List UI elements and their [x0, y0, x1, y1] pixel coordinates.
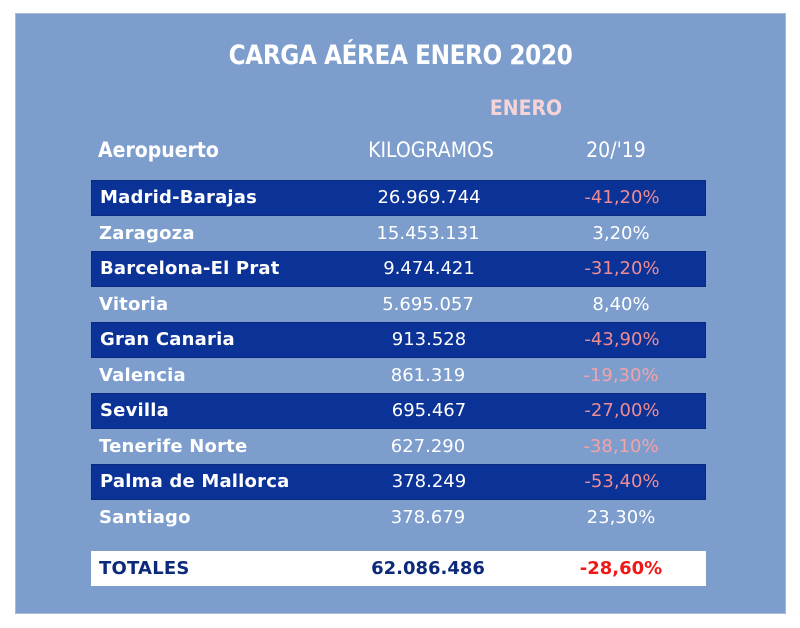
airport-name: Palma de Mallorca	[100, 471, 290, 493]
month-header: ENERO	[489, 96, 563, 120]
totals-row: TOTALES 62.086.486 -28,60%	[91, 551, 706, 586]
airport-name: Barcelona-El Prat	[100, 258, 280, 280]
change-value: 23,30%	[586, 506, 656, 528]
kilograms-value: 913.528	[391, 329, 467, 351]
airport-name: Gran Canaria	[100, 329, 235, 351]
column-header-kilograms: KILOGRAMOS	[368, 138, 494, 162]
kilograms-value: 695.467	[391, 400, 467, 422]
change-value: 3,20%	[592, 222, 650, 244]
change-value: -19,30%	[583, 364, 659, 386]
table-row: Vitoria 5.695.057 8,40%	[91, 287, 706, 323]
table-row: Santiago 378.679 23,30%	[91, 500, 706, 536]
change-value: -31,20%	[584, 258, 660, 280]
airport-name: Vitoria	[99, 293, 169, 315]
kilograms-value: 26.969.744	[377, 187, 481, 209]
table-row: Valencia 861.319 -19,30%	[91, 358, 706, 394]
kilograms-value: 861.319	[390, 364, 466, 386]
change-value: -43,90%	[584, 329, 660, 351]
table-row: Barcelona-El Prat 9.474.421 -31,20%	[91, 251, 706, 287]
table-row: Tenerife Norte 627.290 -38,10%	[91, 429, 706, 465]
page-title: CARGA AÉREA ENERO 2020	[228, 40, 573, 71]
table-row: Gran Canaria 913.528 -43,90%	[91, 322, 706, 358]
kilograms-value: 378.249	[391, 471, 467, 493]
cargo-table-panel: CARGA AÉREA ENERO 2020 ENERO Aeropuerto …	[15, 13, 786, 614]
change-value: 8,40%	[592, 293, 650, 315]
table-row: Sevilla 695.467 -27,00%	[91, 393, 706, 429]
change-value: -41,20%	[584, 187, 660, 209]
totals-kilograms: 62.086.486	[371, 558, 485, 579]
totals-label: TOTALES	[99, 558, 190, 579]
kilograms-value: 15.453.131	[376, 222, 480, 244]
kilograms-value: 9.474.421	[383, 258, 475, 280]
column-header-change: 20/'19	[586, 138, 646, 162]
airport-name: Valencia	[99, 364, 186, 386]
table-body: Madrid-Barajas 26.969.744 -41,20% Zarago…	[91, 180, 706, 535]
airport-name: Santiago	[99, 506, 191, 528]
airport-name: Sevilla	[100, 400, 169, 422]
airport-name: Zaragoza	[99, 222, 195, 244]
change-value: -53,40%	[584, 471, 660, 493]
table-row: Zaragoza 15.453.131 3,20%	[91, 216, 706, 252]
change-value: -27,00%	[584, 400, 660, 422]
airport-name: Madrid-Barajas	[100, 187, 258, 209]
kilograms-value: 627.290	[390, 435, 466, 457]
column-header-airport: Aeropuerto	[98, 138, 219, 162]
table-row: Madrid-Barajas 26.969.744 -41,20%	[91, 180, 706, 216]
table-row: Palma de Mallorca 378.249 -53,40%	[91, 464, 706, 500]
kilograms-value: 5.695.057	[382, 293, 474, 315]
change-value: -38,10%	[583, 435, 659, 457]
kilograms-value: 378.679	[390, 506, 466, 528]
totals-change: -28,60%	[579, 558, 663, 579]
airport-name: Tenerife Norte	[99, 435, 248, 457]
